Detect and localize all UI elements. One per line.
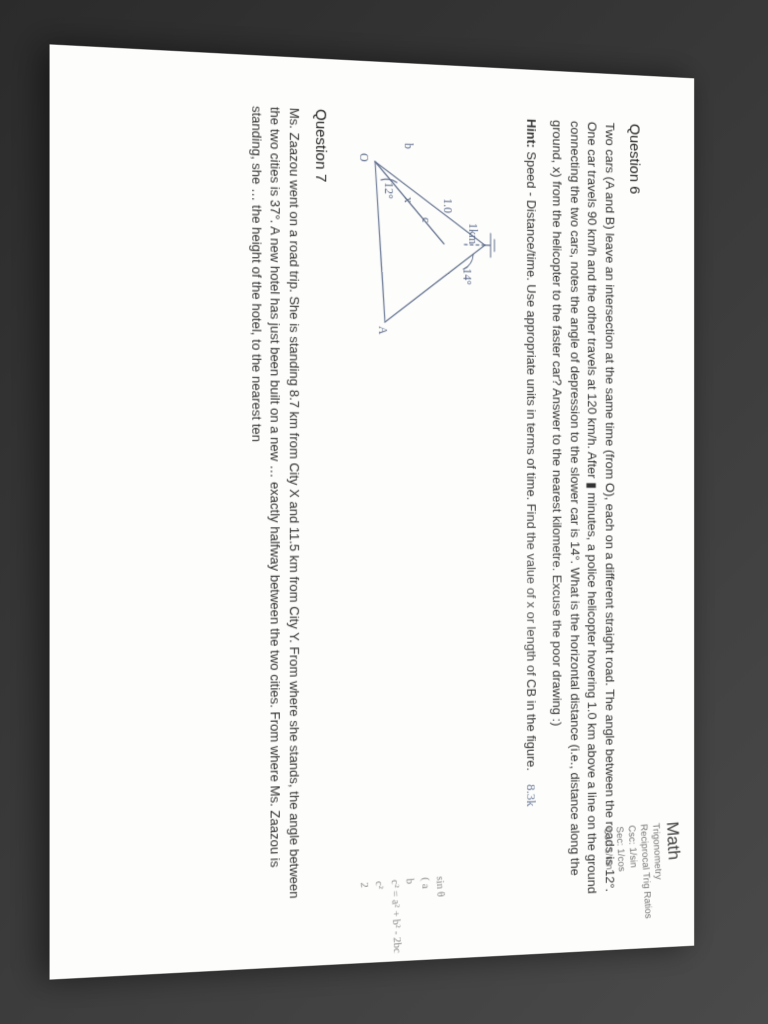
q6-hint-label: Hint: xyxy=(524,119,538,149)
worksheet-paper: Math Trigonometry Reciprocal Trig Ratios… xyxy=(50,44,695,979)
helicopter-icon xyxy=(485,233,495,257)
scribble-l6: 2 xyxy=(356,882,374,957)
paper-container: Math Trigonometry Reciprocal Trig Ratios… xyxy=(50,44,695,979)
label-x: x xyxy=(402,197,416,204)
label-heli-1km: 1km xyxy=(466,223,480,245)
label-angle14: 14° xyxy=(461,268,475,285)
label-b: b xyxy=(402,143,416,150)
q7-body: Ms. Zaazou went on a road trip. She is s… xyxy=(246,106,303,919)
q6-title: Question 6 xyxy=(624,123,644,901)
label-c: c xyxy=(420,217,434,223)
label-alt: 1.0 xyxy=(441,198,455,213)
header-corner-notes: Math Trigonometry Reciprocal Trig Ratios… xyxy=(600,821,687,924)
diagram-area: O A b x c 12° 14° 1km 1.0 xyxy=(345,130,512,354)
margin-scribbles: sin θ ( a b c² = a² + b² - 2bc c² 2 xyxy=(356,876,450,957)
angle14-arc xyxy=(463,254,473,269)
q6-answer-annotation: 8.3k xyxy=(524,784,538,807)
scribble-l1: sin θ xyxy=(432,876,450,950)
q6-body: Two cars (A and B) leave an intersection… xyxy=(547,120,618,905)
heli-drop xyxy=(463,245,484,246)
scribble-l3: b xyxy=(401,878,419,952)
q6-hint-body: Speed - Distance/time. Use appropriate u… xyxy=(524,151,538,771)
q6-hint: Hint: Speed - Distance/time. Use appropr… xyxy=(521,118,539,905)
q7-title: Question 7 xyxy=(309,109,331,916)
scribble-l4: c² = a² + b² - 2bc xyxy=(386,880,404,955)
label-O: O xyxy=(357,153,371,163)
diagram-svg: O A b x c 12° 14° 1km 1.0 xyxy=(345,130,512,354)
label-angle12: 12° xyxy=(382,182,396,200)
label-A: A xyxy=(376,326,390,335)
